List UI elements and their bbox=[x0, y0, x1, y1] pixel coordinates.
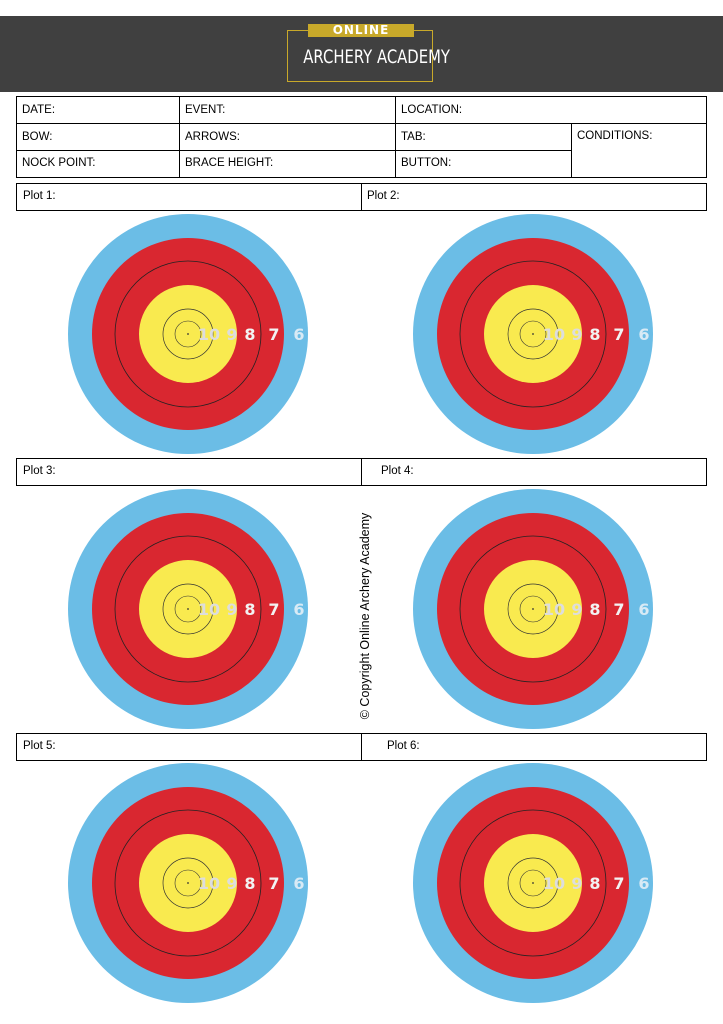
ring-line-10 bbox=[162, 308, 214, 360]
ring-line-10 bbox=[507, 308, 559, 360]
ring-line-8 bbox=[114, 809, 262, 957]
score-number-9: 9 bbox=[571, 874, 582, 893]
brace-height-field[interactable]: BRACE HEIGHT: bbox=[185, 157, 274, 169]
plot-1-label[interactable]: Plot 1: bbox=[23, 190, 56, 202]
inner-ten-line bbox=[519, 869, 547, 897]
center-dot bbox=[532, 333, 534, 335]
score-number-6: 6 bbox=[638, 600, 649, 619]
target-face-1[interactable]: 10 9 8 7 6 bbox=[67, 213, 309, 455]
score-number-10: 10 bbox=[198, 325, 220, 344]
score-number-8: 8 bbox=[589, 325, 600, 344]
nock-point-field[interactable]: NOCK POINT: bbox=[22, 157, 96, 169]
target-face-4[interactable]: 10 9 8 7 6 bbox=[412, 488, 654, 730]
target-face-6[interactable]: 10 9 8 7 6 bbox=[412, 762, 654, 1004]
target-graphic: 10 9 8 7 6 bbox=[413, 214, 653, 454]
center-dot bbox=[187, 333, 189, 335]
ring-line-10 bbox=[162, 857, 214, 909]
score-number-7: 7 bbox=[613, 874, 624, 893]
ring-line-8 bbox=[459, 809, 607, 957]
target-graphic: 10 9 8 7 6 bbox=[413, 763, 653, 1003]
score-number-6: 6 bbox=[638, 325, 649, 344]
score-number-8: 8 bbox=[589, 874, 600, 893]
conditions-field[interactable]: CONDITIONS: bbox=[577, 130, 653, 142]
score-number-9: 9 bbox=[226, 600, 237, 619]
logo-academy-name: ARCHERY ACADEMY bbox=[303, 46, 450, 68]
center-dot bbox=[187, 882, 189, 884]
plot-5-label[interactable]: Plot 5: bbox=[23, 740, 56, 752]
inner-ten-line bbox=[519, 320, 547, 348]
location-field[interactable]: LOCATION: bbox=[401, 104, 463, 116]
score-number-10: 10 bbox=[198, 600, 220, 619]
button-field[interactable]: BUTTON: bbox=[401, 157, 452, 169]
score-number-8: 8 bbox=[244, 600, 255, 619]
score-number-9: 9 bbox=[226, 325, 237, 344]
ring-line-8 bbox=[459, 260, 607, 408]
score-number-6: 6 bbox=[293, 325, 304, 344]
ring-line-8 bbox=[114, 535, 262, 683]
session-info-table: DATE: EVENT: LOCATION: BOW: ARROWS: TAB:… bbox=[16, 96, 707, 178]
score-number-10: 10 bbox=[543, 325, 565, 344]
score-number-7: 7 bbox=[613, 600, 624, 619]
score-number-7: 7 bbox=[268, 874, 279, 893]
target-face-2[interactable]: 10 9 8 7 6 bbox=[412, 213, 654, 455]
target-graphic: 10 9 8 7 6 bbox=[413, 489, 653, 729]
bow-field[interactable]: BOW: bbox=[22, 131, 53, 143]
date-field[interactable]: DATE: bbox=[22, 104, 56, 116]
target-graphic: 10 9 8 7 6 bbox=[68, 214, 308, 454]
target-face-5[interactable]: 10 9 8 7 6 bbox=[67, 762, 309, 1004]
inner-ten-line bbox=[174, 320, 202, 348]
plot-row-1: Plot 1: Plot 2: bbox=[16, 183, 707, 211]
plot-6-label[interactable]: Plot 6: bbox=[387, 740, 420, 752]
score-number-7: 7 bbox=[613, 325, 624, 344]
center-dot bbox=[187, 608, 189, 610]
inner-ten-line bbox=[174, 595, 202, 623]
score-number-7: 7 bbox=[268, 600, 279, 619]
score-number-6: 6 bbox=[638, 874, 649, 893]
score-number-8: 8 bbox=[589, 600, 600, 619]
academy-logo: ONLINE ARCHERY ACADEMY bbox=[287, 24, 450, 83]
logo-online-label: ONLINE bbox=[308, 24, 414, 37]
inner-ten-line bbox=[174, 869, 202, 897]
score-number-8: 8 bbox=[244, 325, 255, 344]
ring-line-10 bbox=[507, 583, 559, 635]
plot-row-3: Plot 5: Plot 6: bbox=[16, 733, 707, 761]
copyright-text: © Copyright Online Archery Academy bbox=[358, 512, 372, 720]
plot-4-label[interactable]: Plot 4: bbox=[381, 465, 414, 477]
arrows-field[interactable]: ARROWS: bbox=[185, 131, 240, 143]
center-dot bbox=[532, 608, 534, 610]
ring-line-10 bbox=[507, 857, 559, 909]
header-banner: ONLINE ARCHERY ACADEMY bbox=[0, 16, 723, 92]
plot-row-2: Plot 3: Plot 4: bbox=[16, 458, 707, 486]
score-number-10: 10 bbox=[543, 600, 565, 619]
score-number-7: 7 bbox=[268, 325, 279, 344]
target-face-3[interactable]: 10 9 8 7 6 bbox=[67, 488, 309, 730]
score-number-8: 8 bbox=[244, 874, 255, 893]
score-number-9: 9 bbox=[226, 874, 237, 893]
center-dot bbox=[532, 882, 534, 884]
ring-line-8 bbox=[114, 260, 262, 408]
score-number-10: 10 bbox=[198, 874, 220, 893]
score-number-9: 9 bbox=[571, 325, 582, 344]
score-number-10: 10 bbox=[543, 874, 565, 893]
plot-3-label[interactable]: Plot 3: bbox=[23, 465, 56, 477]
score-number-6: 6 bbox=[293, 874, 304, 893]
inner-ten-line bbox=[519, 595, 547, 623]
plot-2-label[interactable]: Plot 2: bbox=[367, 190, 400, 202]
event-field[interactable]: EVENT: bbox=[185, 104, 226, 116]
ring-line-8 bbox=[459, 535, 607, 683]
target-graphic: 10 9 8 7 6 bbox=[68, 763, 308, 1003]
score-number-9: 9 bbox=[571, 600, 582, 619]
ring-line-10 bbox=[162, 583, 214, 635]
target-graphic: 10 9 8 7 6 bbox=[68, 489, 308, 729]
tab-field[interactable]: TAB: bbox=[401, 131, 426, 143]
score-number-6: 6 bbox=[293, 600, 304, 619]
